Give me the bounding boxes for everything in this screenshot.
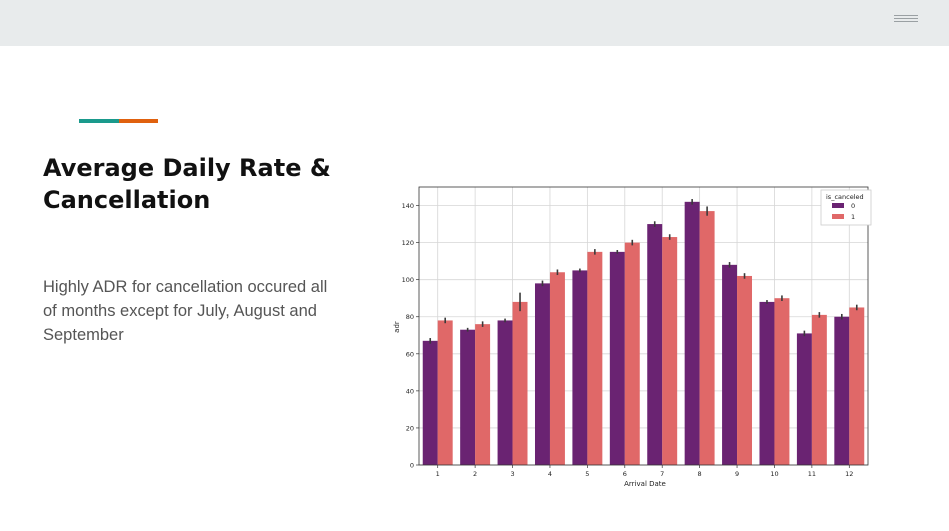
bar bbox=[422, 340, 438, 465]
accent-bar-orange bbox=[119, 119, 158, 123]
legend-swatch-1 bbox=[832, 214, 844, 219]
x-tick-label: 4 bbox=[548, 470, 552, 478]
bar bbox=[609, 251, 625, 465]
bar bbox=[549, 272, 565, 465]
bar bbox=[722, 264, 738, 465]
y-tick-label: 80 bbox=[406, 313, 414, 321]
y-tick-label: 40 bbox=[406, 387, 414, 395]
y-tick-label: 60 bbox=[406, 350, 414, 358]
x-tick-label: 7 bbox=[660, 470, 664, 478]
bar bbox=[737, 275, 753, 465]
x-tick-label: 6 bbox=[623, 470, 627, 478]
x-tick-label: 8 bbox=[698, 470, 702, 478]
bar bbox=[624, 242, 640, 465]
legend-title: is_canceled bbox=[826, 193, 864, 201]
x-tick-label: 2 bbox=[473, 470, 477, 478]
bar bbox=[759, 301, 775, 465]
legend-swatch-0 bbox=[832, 203, 844, 208]
y-tick-label: 140 bbox=[402, 202, 414, 210]
legend-label-1: 1 bbox=[851, 213, 855, 221]
bar bbox=[572, 270, 588, 465]
top-bar bbox=[0, 0, 949, 46]
y-tick-label: 0 bbox=[410, 462, 414, 470]
bars bbox=[422, 199, 865, 465]
x-tick-label: 9 bbox=[735, 470, 739, 478]
plot-frame bbox=[418, 186, 869, 466]
x-axis-label: Arrival Date bbox=[624, 480, 666, 488]
y-tick-label: 20 bbox=[406, 424, 414, 432]
accent-bar-teal bbox=[79, 119, 119, 123]
x-tick-label: 5 bbox=[585, 470, 589, 478]
legend-box bbox=[820, 189, 872, 226]
bar bbox=[662, 237, 678, 465]
bar bbox=[534, 283, 550, 465]
legend: is_canceled 0 1 bbox=[820, 189, 872, 226]
bar bbox=[475, 324, 491, 465]
bar bbox=[437, 320, 453, 465]
bar bbox=[774, 298, 790, 465]
x-tick-label: 3 bbox=[510, 470, 514, 478]
slide-title: Average Daily Rate & Cancellation bbox=[43, 154, 331, 214]
bar bbox=[699, 211, 715, 465]
hamburger-menu-icon[interactable] bbox=[894, 15, 918, 25]
bar bbox=[796, 333, 812, 465]
bar bbox=[849, 307, 865, 465]
bar bbox=[497, 320, 513, 465]
y-tick-label: 100 bbox=[402, 276, 414, 284]
slide-body-text: Highly ADR for cancellation occured all … bbox=[43, 278, 328, 344]
bar bbox=[684, 201, 700, 465]
bar bbox=[512, 301, 528, 465]
x-tick-label: 11 bbox=[808, 470, 816, 478]
bar bbox=[460, 329, 476, 465]
legend-label-0: 0 bbox=[851, 202, 855, 210]
y-tick-label: 120 bbox=[402, 239, 414, 247]
x-tick-label: 1 bbox=[436, 470, 440, 478]
bar bbox=[811, 314, 827, 465]
bar bbox=[647, 224, 663, 465]
bar bbox=[834, 316, 850, 465]
x-tick-label: 10 bbox=[770, 470, 778, 478]
y-axis-label: adr bbox=[393, 321, 401, 333]
x-tick-label: 12 bbox=[845, 470, 853, 478]
bar bbox=[587, 251, 603, 465]
